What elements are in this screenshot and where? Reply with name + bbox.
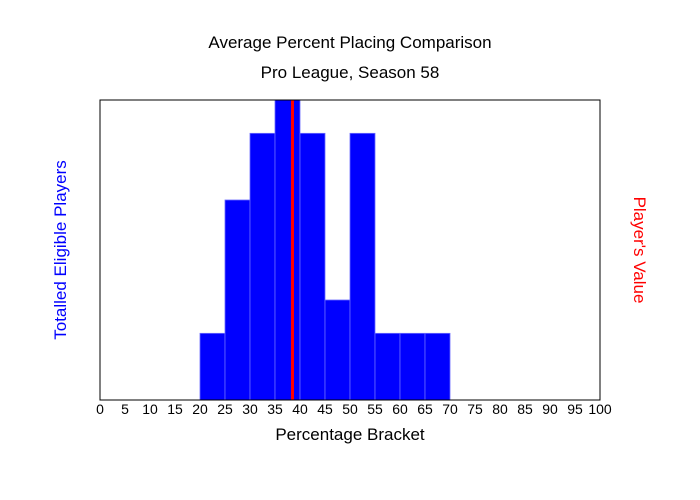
histogram-bar bbox=[374, 332, 401, 401]
x-tick-label: 80 bbox=[492, 401, 508, 417]
x-tick-label: 60 bbox=[392, 401, 408, 417]
x-tick-label: 0 bbox=[96, 401, 104, 417]
histogram-bar bbox=[424, 332, 451, 401]
x-tick-label: 5 bbox=[121, 401, 129, 417]
x-tick-label: 75 bbox=[467, 401, 483, 417]
x-tick-label: 40 bbox=[292, 401, 308, 417]
x-tick-label: 50 bbox=[342, 401, 358, 417]
histogram-bar bbox=[349, 132, 376, 401]
histogram-bar bbox=[224, 199, 251, 401]
x-tick-label: 90 bbox=[542, 401, 558, 417]
histogram-bar bbox=[199, 332, 226, 401]
y2-axis-label: Player's Value bbox=[630, 197, 649, 304]
x-axis-label: Percentage Bracket bbox=[275, 425, 425, 444]
chart-subtitle: Pro League, Season 58 bbox=[260, 63, 440, 82]
histogram-bar bbox=[324, 299, 351, 401]
x-tick-label: 15 bbox=[167, 401, 183, 417]
chart-title: Average Percent Placing Comparison bbox=[208, 33, 492, 52]
x-tick-label: 100 bbox=[588, 401, 612, 417]
x-tick-label: 65 bbox=[417, 401, 433, 417]
x-tick-label: 20 bbox=[192, 401, 208, 417]
histogram-bar bbox=[299, 132, 326, 401]
histogram-bar bbox=[274, 99, 301, 401]
x-tick-label: 30 bbox=[242, 401, 258, 417]
x-tick-label: 70 bbox=[442, 401, 458, 417]
plot-frame bbox=[99, 99, 601, 401]
x-tick-label: 45 bbox=[317, 401, 333, 417]
histogram-bar bbox=[249, 132, 276, 401]
x-tick-label: 35 bbox=[267, 401, 283, 417]
y-axis-label: Totalled Eligible Players bbox=[51, 160, 70, 340]
x-tick-label: 10 bbox=[142, 401, 158, 417]
x-tick-label: 85 bbox=[517, 401, 533, 417]
histogram-bar bbox=[399, 332, 426, 401]
x-tick-label: 25 bbox=[217, 401, 233, 417]
x-tick-label: 55 bbox=[367, 401, 383, 417]
x-tick-label: 95 bbox=[567, 401, 583, 417]
